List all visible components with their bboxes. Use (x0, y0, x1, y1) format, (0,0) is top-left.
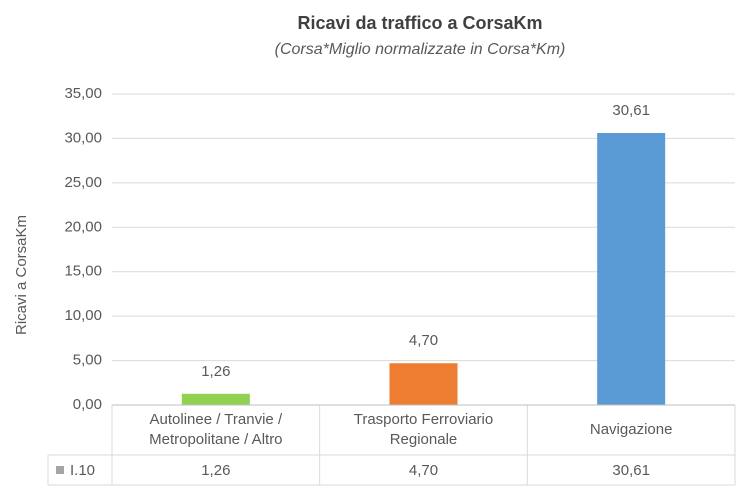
table-value: 30,61 (612, 462, 650, 479)
bar (389, 363, 458, 405)
x-tick-label: Autolinee / Tranvie / Metropolitane / Al… (112, 405, 320, 455)
category-text: Trasporto Ferroviario Regionale (353, 411, 494, 448)
y-tick-label: 35,00 (64, 85, 102, 102)
y-tick-label: 15,00 (64, 263, 102, 280)
y-tick-label: 10,00 (64, 307, 102, 324)
x-tick-label: Navigazione (527, 405, 735, 455)
category-text: Navigazione (589, 421, 673, 438)
y-tick-label: 25,00 (64, 174, 102, 191)
table-value: 1,26 (201, 462, 230, 479)
y-tick-label: 5,00 (73, 352, 102, 369)
data-label: 4,70 (409, 332, 438, 349)
bar (597, 133, 666, 405)
y-tick-label: 0,00 (73, 396, 102, 413)
y-tick-label: 20,00 (64, 218, 102, 235)
data-label: 30,61 (612, 102, 650, 119)
table-value: 4,70 (409, 462, 438, 479)
legend-key (56, 466, 64, 474)
category-text: Autolinee / Tranvie / Metropolitane / Al… (149, 411, 283, 448)
chart-subtitle: (Corsa*Miglio normalizzate in Corsa*Km) (275, 41, 566, 58)
y-axis-label: Ricavi a CorsaKm (13, 215, 30, 335)
legend-label: I.10 (70, 462, 95, 479)
bar (181, 393, 250, 405)
chart-title: Ricavi da traffico a CorsaKm (297, 13, 542, 33)
x-tick-label: Trasporto Ferroviario Regionale (320, 405, 528, 455)
y-tick-label: 30,00 (64, 129, 102, 146)
data-label: 1,26 (201, 363, 230, 380)
